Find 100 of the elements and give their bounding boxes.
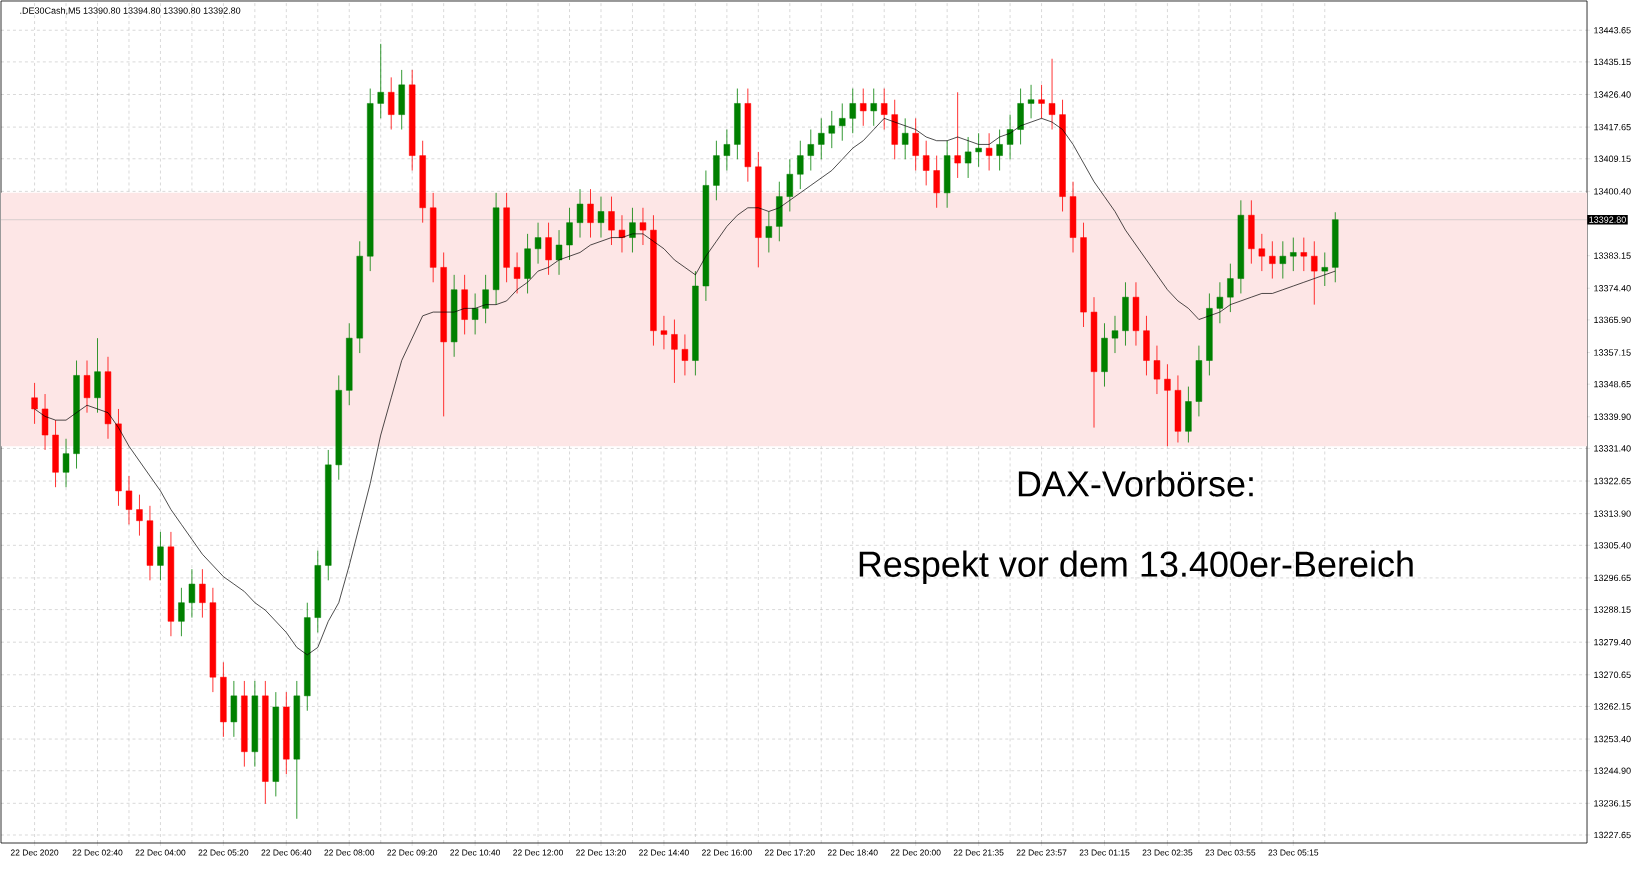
x-tick-label: 22 Dec 2020 xyxy=(10,849,59,856)
candlestick xyxy=(629,207,636,253)
y-tick-label: 13253.40 xyxy=(1594,735,1631,743)
candlestick xyxy=(1048,58,1056,130)
candlestick xyxy=(818,117,825,160)
candlestick xyxy=(31,382,38,425)
candlestick xyxy=(534,222,542,265)
y-tick-label: 13365.90 xyxy=(1594,316,1631,324)
candlestick xyxy=(1321,252,1328,287)
x-tick-label: 23 Dec 05:15 xyxy=(1268,849,1319,856)
candlestick xyxy=(566,207,573,261)
y-tick-label: 13244.90 xyxy=(1594,767,1631,774)
candlestick xyxy=(1311,240,1318,306)
candlestick xyxy=(1258,233,1266,272)
candlestick xyxy=(723,129,731,171)
x-tick-label: 22 Dec 09:20 xyxy=(387,849,438,856)
x-tick-label: 22 Dec 20:00 xyxy=(890,849,941,856)
candlestick xyxy=(786,158,793,212)
candlestick xyxy=(902,117,909,160)
x-tick-label: 23 Dec 01:15 xyxy=(1079,849,1130,856)
y-tick-label: 13443.65 xyxy=(1594,27,1631,34)
y-tick-label: 13236.15 xyxy=(1594,800,1631,807)
y-tick-label: 13417.65 xyxy=(1594,123,1631,131)
y-tick-label: 13339.90 xyxy=(1594,413,1631,420)
candlestick xyxy=(1164,363,1171,447)
candlestick xyxy=(482,274,489,324)
x-tick-label: 22 Dec 05:20 xyxy=(198,849,249,856)
candlestick xyxy=(954,91,961,179)
candlestick xyxy=(545,222,552,276)
candlestick xyxy=(922,140,930,186)
y-tick-label: 13313.90 xyxy=(1594,510,1631,517)
candlestick xyxy=(1269,240,1276,279)
y-tick-label: 13374.40 xyxy=(1594,285,1631,292)
x-tick-label: 22 Dec 13:20 xyxy=(576,849,626,856)
y-tick-label: 13288.15 xyxy=(1594,606,1631,613)
candlestick xyxy=(618,214,626,253)
y-tick-label: 13409.15 xyxy=(1594,155,1631,162)
candlestick xyxy=(1038,84,1045,119)
y-tick-label: 13383.15 xyxy=(1594,252,1631,259)
x-tick-label: 22 Dec 14:40 xyxy=(639,849,689,856)
candlestick xyxy=(933,155,940,209)
candlestick xyxy=(136,494,143,537)
candlestick xyxy=(83,360,91,414)
candlestick xyxy=(964,136,972,179)
text: .DE30Cash,M5 13390.80 13394.80 13390.80 13392.80 xyxy=(20,7,241,15)
y-tick-label: 13296.65 xyxy=(1594,574,1631,582)
y-tick-label: 13262.15 xyxy=(1594,703,1631,710)
y-tick-label: 13435.15 xyxy=(1594,58,1631,66)
candlestick xyxy=(1227,263,1234,313)
x-tick-label: 22 Dec 10:40 xyxy=(450,849,501,856)
candlestick xyxy=(660,315,668,350)
candlestick xyxy=(388,76,395,130)
candlestick xyxy=(975,132,982,168)
x-tick-label: 22 Dec 18:40 xyxy=(827,849,878,856)
x-tick-label: 22 Dec 04:00 xyxy=(135,849,186,856)
candlestick xyxy=(1153,345,1161,395)
candlestick xyxy=(157,531,164,581)
candlestick xyxy=(608,196,615,246)
x-tick-label: 22 Dec 16:00 xyxy=(702,849,752,856)
y-tick-label: 13400.40 xyxy=(1594,188,1631,195)
x-tick-label: 23 Dec 02:35 xyxy=(1142,849,1193,856)
y-tick-label: 13227.65 xyxy=(1594,831,1631,839)
candlestick xyxy=(62,438,70,488)
y-tick-label: 13270.65 xyxy=(1594,671,1631,678)
candlestick xyxy=(1027,84,1035,119)
x-tick-label: 22 Dec 23:57 xyxy=(1016,849,1067,856)
candlestick xyxy=(587,188,594,238)
candlestick xyxy=(576,188,584,238)
candlestick xyxy=(912,117,919,171)
candlestick xyxy=(849,88,856,134)
candlestick xyxy=(377,43,384,119)
x-tick-label: 22 Dec 21:35 xyxy=(953,849,1004,856)
candlestick xyxy=(839,103,846,142)
y-tick-label: 13322.65 xyxy=(1594,477,1631,485)
x-tick-label: 22 Dec 12:00 xyxy=(513,849,563,856)
candlestick xyxy=(860,88,867,127)
candlestick xyxy=(881,88,888,130)
candlestick xyxy=(1006,114,1014,160)
candlestick xyxy=(797,140,804,190)
candlestick xyxy=(1290,237,1297,272)
annotation: Respekt vor dem 13.400er-Bereich xyxy=(859,550,1413,585)
candlestick xyxy=(125,475,133,525)
ref-line-label: 13392.80 xyxy=(1589,216,1626,223)
candlestick xyxy=(681,334,689,376)
y-tick-label: 13348.65 xyxy=(1594,380,1631,388)
y-tick-label: 13331.40 xyxy=(1594,445,1631,452)
y-tick-label: 13305.40 xyxy=(1594,542,1631,549)
annotation: DAX-Vorbörse: xyxy=(1018,470,1253,497)
candlestick xyxy=(639,207,647,246)
y-tick-label: 13279.40 xyxy=(1594,639,1631,646)
candlestick xyxy=(828,110,835,149)
candlestick xyxy=(1279,240,1286,279)
candlestick xyxy=(807,129,814,171)
candlestick xyxy=(671,319,678,384)
x-tick-label: 22 Dec 17:20 xyxy=(764,849,815,856)
candlestick xyxy=(188,568,196,618)
candlestick xyxy=(985,132,993,171)
y-tick-label: 13426.40 xyxy=(1594,91,1631,98)
x-tick-label: 23 Dec 03:55 xyxy=(1205,849,1256,856)
candlestick xyxy=(471,293,479,335)
